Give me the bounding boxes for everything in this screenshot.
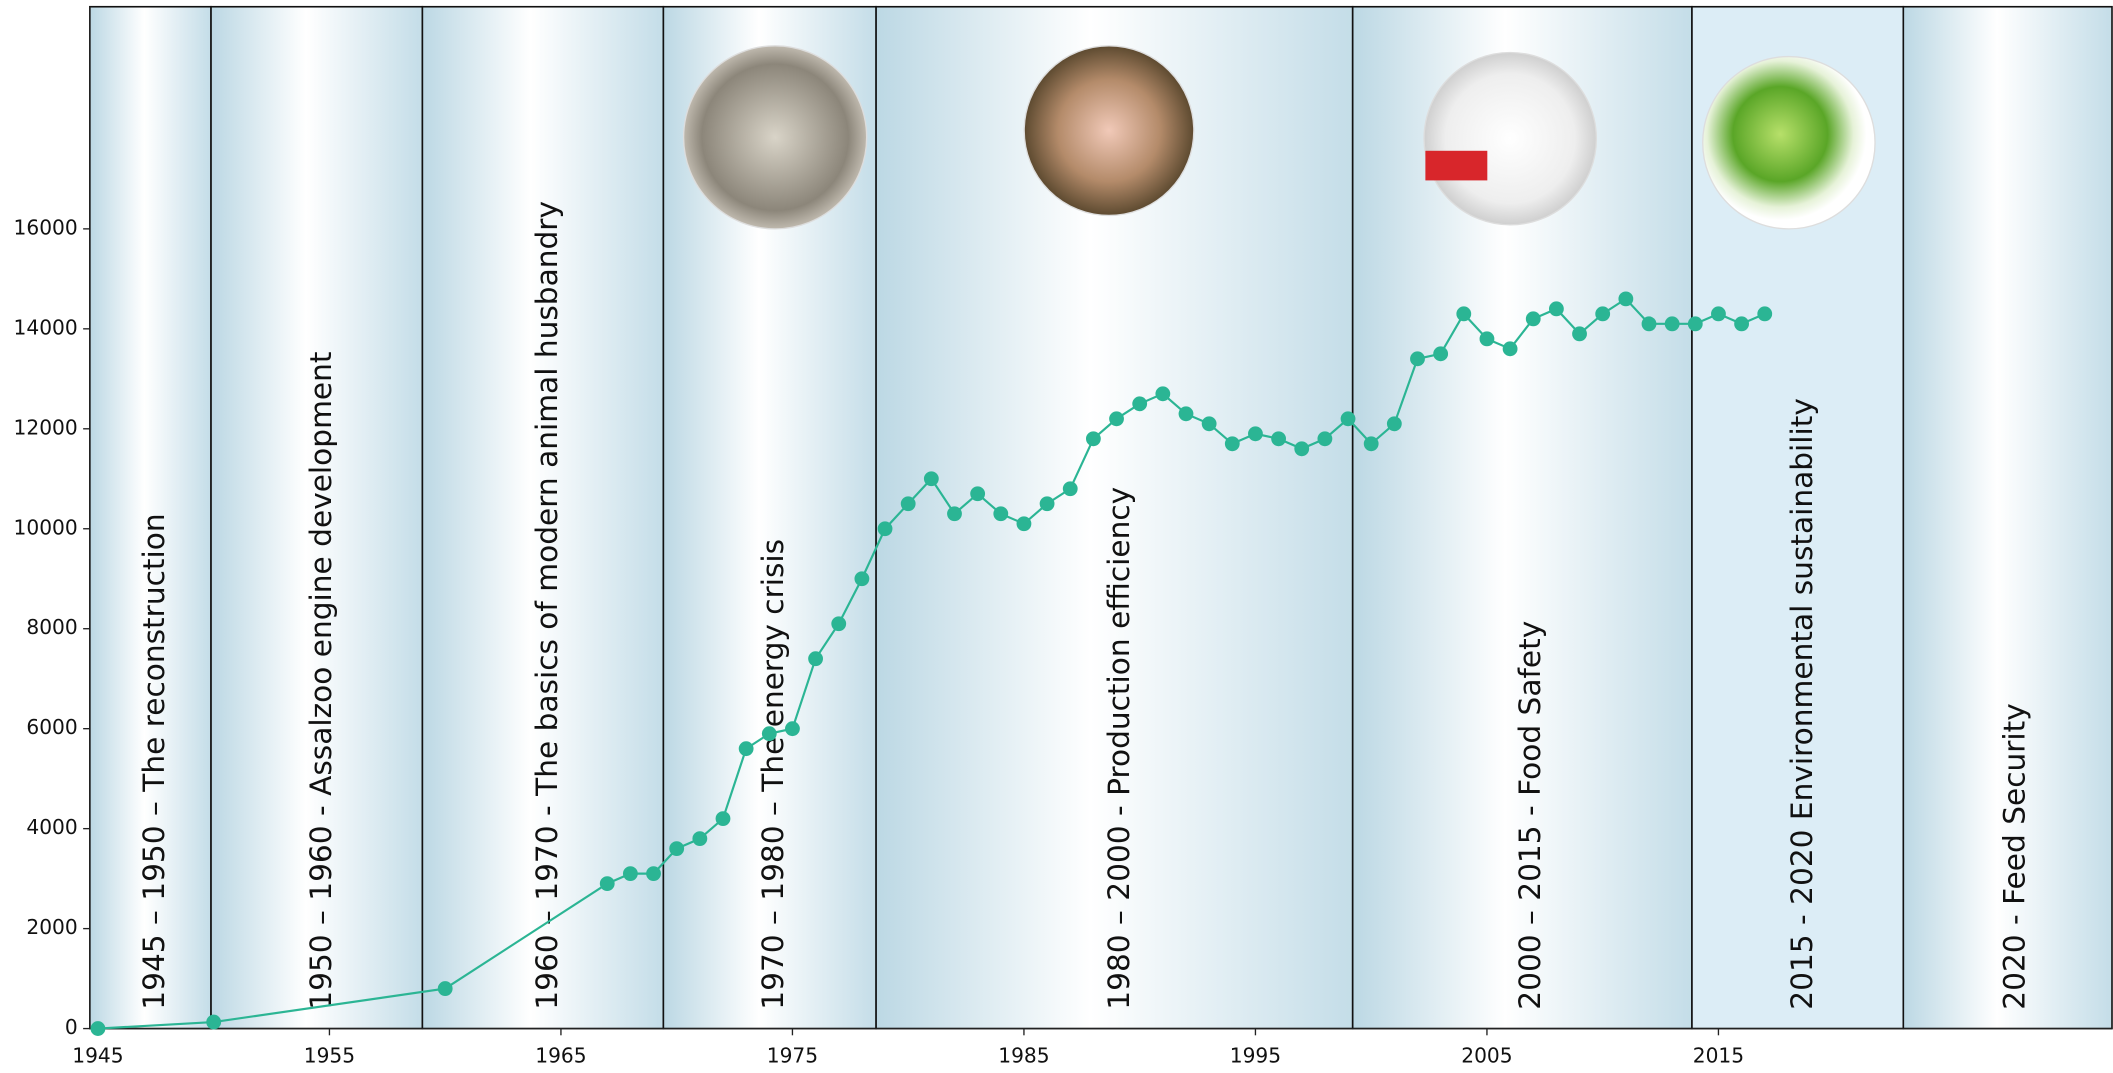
era-label: 1945 – 1950 – The reconstruction	[137, 513, 171, 1009]
era-label: 1950 – 1960 - Assalzoo engine developmen…	[304, 351, 338, 1009]
y-tick-label: 8000	[26, 615, 77, 639]
data-point	[1687, 316, 1703, 332]
data-point	[669, 841, 685, 857]
data-point	[993, 506, 1009, 522]
era-image	[1423, 51, 1598, 226]
x-tick-label: 1965	[535, 1043, 586, 1067]
data-point	[1109, 411, 1124, 427]
era-label: 1980 – 2000 - Production efficiency	[1102, 487, 1136, 1010]
data-point	[1178, 406, 1194, 422]
data-point	[90, 1021, 106, 1036]
data-point	[923, 471, 939, 487]
data-point	[1456, 306, 1472, 322]
data-point	[1734, 316, 1750, 332]
x-tick-label: 1955	[304, 1043, 355, 1067]
data-point	[1062, 481, 1078, 497]
era-band	[210, 5, 424, 1030]
era-label: 2000 – 2015 - Food Safety	[1513, 621, 1547, 1010]
data-point	[1433, 346, 1449, 362]
data-point	[877, 521, 893, 537]
era-label: 1970 – 1980 – The energy crisis	[756, 539, 790, 1010]
era-band	[89, 5, 212, 1030]
x-tick-label: 2005	[1461, 1043, 1512, 1067]
data-point	[808, 651, 823, 667]
data-point	[854, 571, 870, 587]
x-tick-label: 1945	[72, 1043, 123, 1067]
data-point	[1317, 431, 1333, 447]
data-point	[1502, 341, 1518, 357]
era-label: 2020 - Feed Security	[1997, 703, 2031, 1010]
data-point	[900, 496, 916, 512]
data-point	[1641, 316, 1657, 332]
data-point	[715, 811, 731, 827]
data-point	[1711, 306, 1726, 322]
data-point	[1664, 316, 1680, 332]
era-band	[421, 5, 665, 1030]
era-image	[1023, 45, 1195, 217]
x-tick-label: 1985	[998, 1043, 1049, 1067]
data-point	[692, 831, 708, 847]
era-images	[682, 45, 1876, 230]
y-tick-label: 2000	[26, 915, 77, 939]
data-point	[1248, 426, 1263, 442]
data-point	[761, 726, 777, 742]
y-tick-label: 0	[65, 1015, 78, 1039]
data-point	[1548, 301, 1564, 317]
x-tick-label: 1995	[1230, 1043, 1281, 1067]
data-point	[1224, 436, 1240, 452]
data-point	[1595, 306, 1611, 322]
x-tick-label: 2015	[1693, 1043, 1744, 1067]
data-point	[1757, 306, 1773, 322]
y-tick-label: 16000	[14, 215, 78, 239]
data-point	[622, 866, 638, 882]
data-point	[599, 876, 615, 892]
y-tick-label: 14000	[14, 315, 78, 339]
data-point	[1618, 291, 1634, 307]
data-point	[206, 1014, 222, 1030]
data-point	[1132, 396, 1148, 412]
y-tick-label: 6000	[26, 715, 77, 739]
data-point	[1201, 416, 1217, 432]
data-point	[970, 486, 986, 502]
data-point	[437, 981, 453, 996]
data-point	[947, 506, 962, 522]
data-point	[1039, 496, 1055, 512]
y-tick-label: 4000	[26, 815, 77, 839]
data-point	[1525, 311, 1541, 327]
plot	[90, 291, 1773, 1036]
axes: 0 2000 4000 6000 8000 10000 12000 14000 16000 194…	[14, 6, 2112, 1067]
data-point	[1572, 326, 1587, 342]
data-point	[1479, 331, 1495, 347]
x-tick-label: 1975	[767, 1043, 818, 1067]
data-point	[1340, 411, 1356, 427]
y-tick-label: 10000	[14, 515, 78, 539]
data-point	[785, 721, 800, 737]
data-point	[1155, 386, 1171, 402]
data-point	[1294, 441, 1310, 457]
era-image	[1702, 55, 1876, 230]
era-band	[1902, 5, 2113, 1030]
data-point	[1363, 436, 1379, 452]
data-point	[646, 866, 661, 882]
data-point	[1410, 351, 1425, 367]
data-point	[1271, 431, 1286, 447]
y-tick-label: 12000	[14, 415, 78, 439]
era-label: 2015 - 2020 Environmental sustainability	[1785, 398, 1819, 1010]
era-image	[682, 45, 868, 230]
era-image-detail	[1425, 150, 1488, 181]
era-label: 1960 – 1970 - The basics of modern anima…	[530, 201, 564, 1010]
data-point	[1016, 516, 1032, 532]
data-point	[1085, 431, 1101, 447]
data-point	[831, 616, 847, 632]
data-point	[1386, 416, 1402, 432]
data-point	[738, 741, 754, 757]
